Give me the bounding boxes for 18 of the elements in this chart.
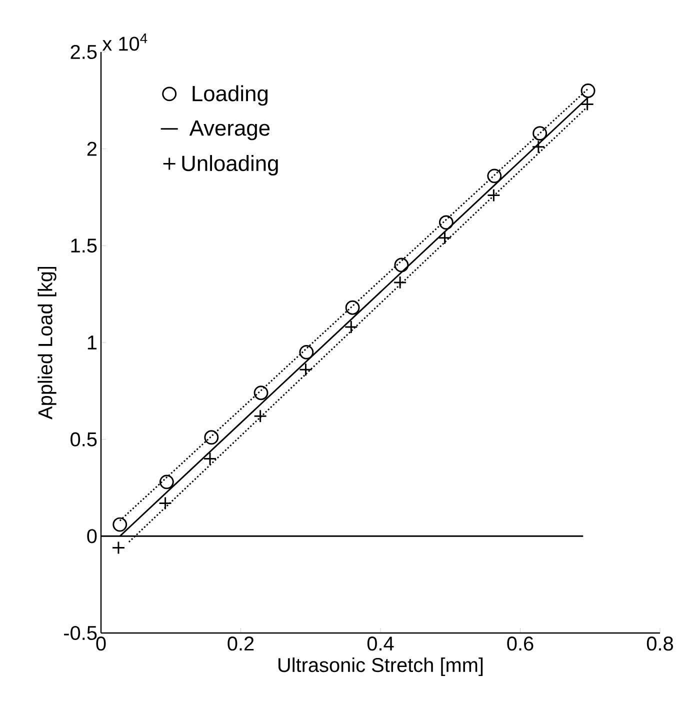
x-tick-label: 0.2 (228, 636, 254, 651)
x-axis-title: Ultrasonic Stretch [mm] (278, 657, 483, 676)
y-tick-label: 1 (88, 336, 97, 350)
x-tick-label: 0.8 (646, 636, 673, 651)
y-tick-label: 1.5 (71, 238, 97, 253)
text: x 10$^{4}$ (102, 34, 148, 51)
x-tick-label: 0.6 (507, 636, 534, 651)
y-tick-label: 2 (87, 142, 96, 156)
y-tick-label: -0.5 (64, 626, 97, 640)
x-tick-label: 0.4 (367, 636, 394, 651)
y-tick-label: 0.5 (70, 432, 97, 446)
y-tick-label: 0 (87, 529, 97, 544)
legend-label: Unloading (182, 155, 278, 176)
y-axis-title: Applied Load [kg] (38, 266, 56, 420)
y-tick-label: 2.5 (70, 44, 97, 60)
legend-label: Loading (192, 85, 268, 106)
legend-label: Average (189, 120, 270, 140)
x-tick-label: 0 (96, 636, 106, 651)
